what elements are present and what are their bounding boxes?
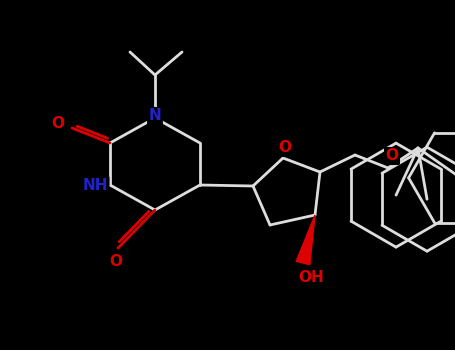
Text: OH: OH [298,270,324,285]
Polygon shape [296,215,315,265]
Text: NH: NH [82,177,108,192]
Text: N: N [149,108,162,124]
Text: O: O [51,117,65,132]
Text: O: O [385,148,399,163]
Text: O: O [110,254,122,270]
Text: O: O [278,140,292,155]
